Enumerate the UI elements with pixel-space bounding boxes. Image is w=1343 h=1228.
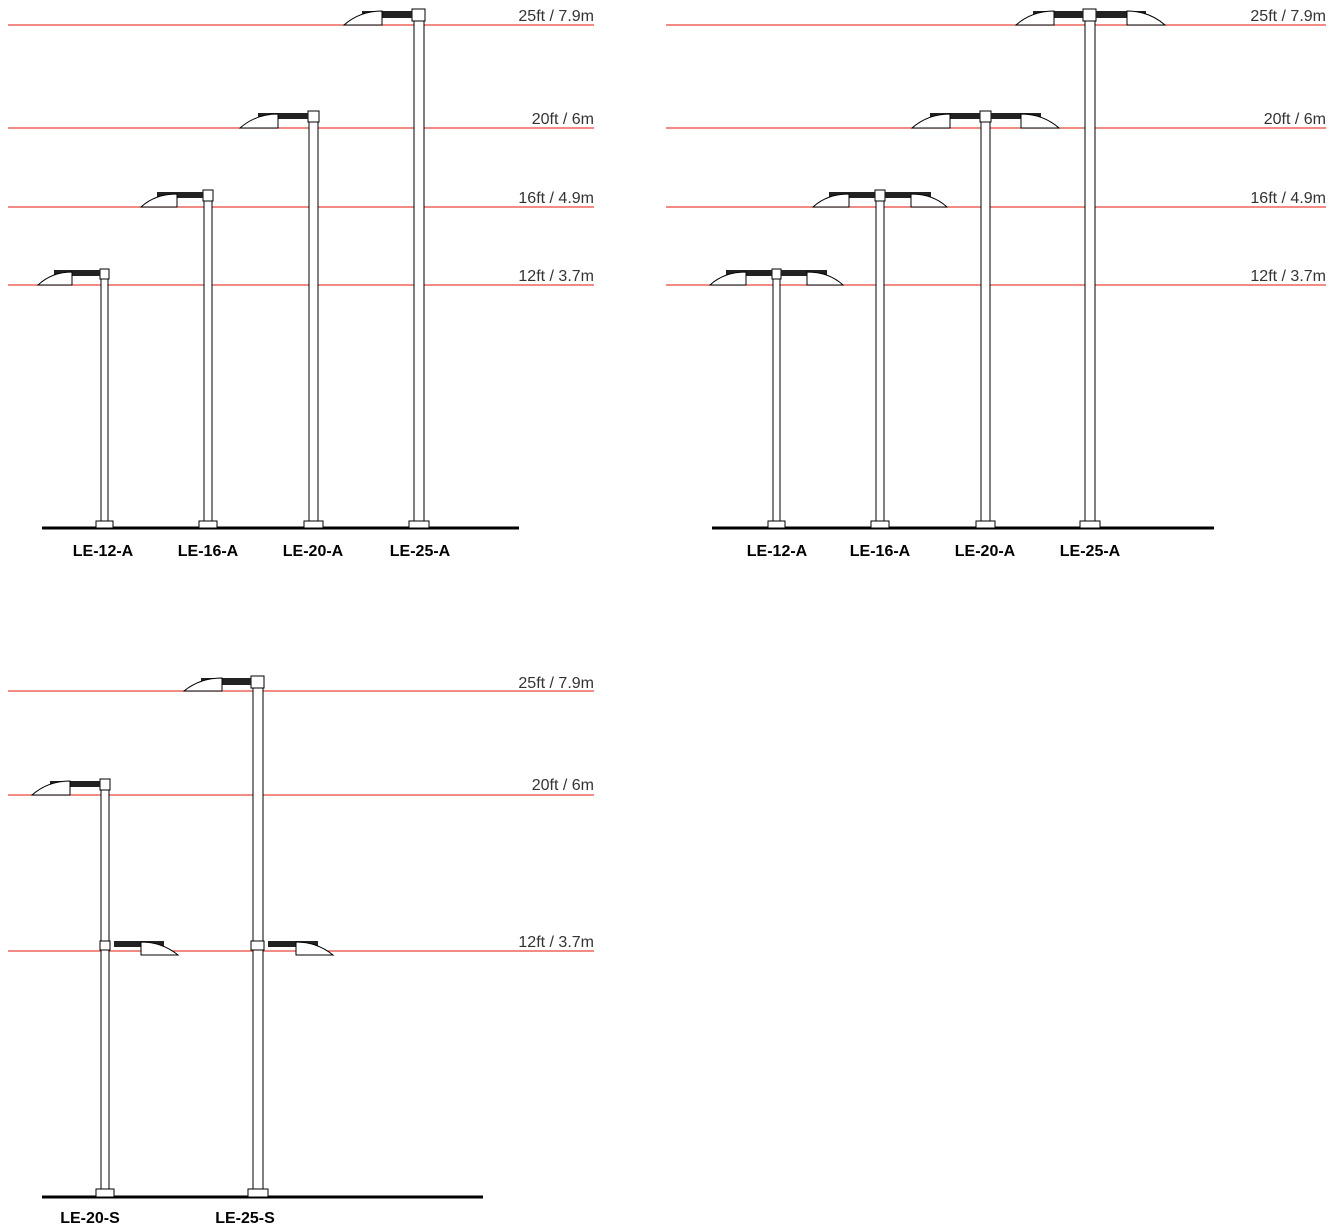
pole-le-12-a [36, 268, 114, 529]
height-label-16ft: 16ft / 4.9m [518, 190, 594, 207]
pole-le-12-a-twin [708, 268, 845, 529]
model-label-le-25-a: LE-25-A [1060, 543, 1121, 560]
pole-le-25-s [182, 675, 335, 1198]
pole-le-16-a-twin [811, 189, 949, 529]
pole-le-20-a-twin [910, 110, 1061, 529]
model-label-le-12-a: LE-12-A [73, 543, 134, 560]
pole-le-25-a [342, 8, 430, 529]
model-label-le-25-s: LE-25-S [215, 1210, 275, 1227]
height-label-12ft: 12ft / 3.7m [1250, 268, 1326, 285]
height-label-25ft: 25ft / 7.9m [1250, 8, 1326, 25]
height-label-12ft: 12ft / 3.7m [518, 268, 594, 285]
height-label-25ft: 25ft / 7.9m [518, 8, 594, 25]
height-label-20ft: 20ft / 6m [532, 777, 594, 794]
diagram-a: 25ft / 7.9m 20ft / 6m 16ft / 4.9m 12ft /… [8, 8, 594, 560]
model-label-le-20-a: LE-20-A [283, 543, 344, 560]
height-label-25ft: 25ft / 7.9m [518, 675, 594, 692]
height-label-12ft: 12ft / 3.7m [518, 934, 594, 951]
height-label-20ft: 20ft / 6m [1264, 111, 1326, 128]
model-label-le-20-s: LE-20-S [60, 1210, 120, 1227]
height-label-20ft: 20ft / 6m [532, 111, 594, 128]
model-label-le-16-a: LE-16-A [850, 543, 911, 560]
pole-le-20-a [238, 110, 324, 529]
diagram-c: 25ft / 7.9m 20ft / 6m 12ft / 3.7m LE-20 [8, 675, 594, 1227]
model-label-le-16-a: LE-16-A [178, 543, 239, 560]
model-label-le-20-a: LE-20-A [955, 543, 1016, 560]
model-label-le-25-a: LE-25-A [390, 543, 451, 560]
height-label-16ft: 16ft / 4.9m [1250, 190, 1326, 207]
pole-le-25-a-twin [1014, 8, 1167, 529]
model-label-le-12-a: LE-12-A [747, 543, 808, 560]
pole-le-16-a [139, 189, 218, 529]
diagram-b: 25ft / 7.9m 20ft / 6m 16ft / 4.9m 12ft /… [666, 8, 1326, 560]
pole-le-20-s [30, 778, 180, 1198]
